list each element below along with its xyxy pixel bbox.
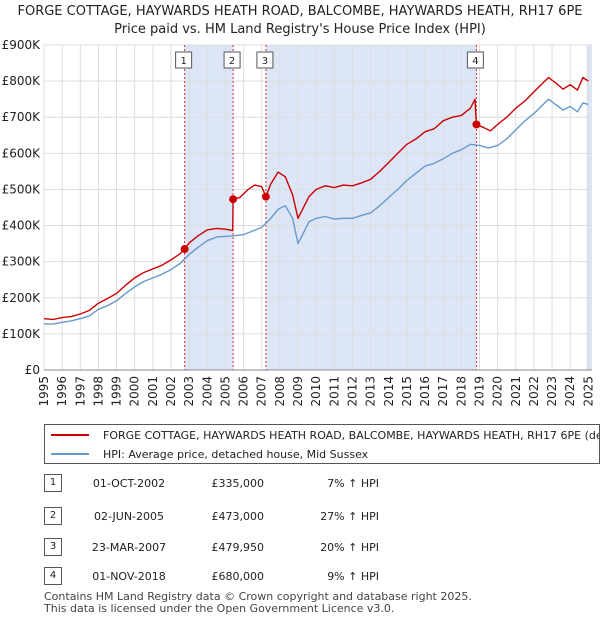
x-tick-label: 2023 [545, 376, 559, 407]
x-tick-label: 2015 [400, 376, 414, 407]
x-tick-label: 2016 [418, 376, 432, 407]
legend-label-hpi: HPI: Average price, detached house, Mid … [103, 447, 369, 461]
x-tick-label: 2025 [581, 376, 595, 407]
transaction-price: £479,950 [211, 541, 265, 554]
x-tick-label: 2010 [309, 376, 323, 407]
x-tick-label: 1997 [73, 376, 87, 407]
transaction-number: 4 [44, 567, 62, 585]
y-tick-label: £500K [2, 182, 42, 196]
legend-swatch-hpi [51, 453, 89, 455]
transaction-date: 01-NOV-2018 [92, 570, 166, 583]
chart-title: FORGE COTTAGE, HAYWARDS HEATH ROAD, BALC… [17, 4, 583, 19]
footer-licence: This data is licensed under the Open Gov… [44, 602, 395, 615]
transaction-point [180, 245, 189, 254]
y-tick-label: £100K [2, 327, 42, 341]
transaction-number: 1 [44, 474, 62, 492]
x-tick-label: 2017 [436, 376, 450, 407]
y-tick-label: £200K [2, 291, 42, 305]
transaction-price: £473,000 [211, 510, 265, 523]
y-tick-label: £800K [2, 74, 42, 88]
x-tick-label: 2005 [218, 376, 232, 407]
shaded-period [265, 45, 477, 370]
x-tick-label: 1996 [55, 376, 69, 407]
shaded-period [586, 45, 592, 370]
legend-item-property: FORGE COTTAGE, HAYWARDS HEATH ROAD, BALC… [51, 426, 599, 444]
legend-swatch-property [51, 434, 89, 436]
transaction-label-box [223, 51, 241, 69]
transaction-point [261, 192, 270, 201]
y-tick-label: £600K [2, 146, 42, 160]
transaction-number: 2 [44, 507, 62, 525]
x-tick-label: 2011 [327, 376, 341, 407]
y-tick-label: £300K [2, 255, 42, 269]
x-tick-label: 2019 [472, 376, 486, 407]
y-tick-label: £0 [25, 363, 40, 377]
x-tick-label: 2014 [382, 376, 396, 407]
transaction-number: 3 [44, 538, 62, 556]
x-tick-label: 2018 [454, 376, 468, 407]
transaction-label: 3 [262, 56, 268, 67]
transaction-label: 1 [180, 56, 186, 67]
legend-item-hpi: HPI: Average price, detached house, Mid … [51, 445, 368, 463]
transaction-point [472, 120, 481, 129]
series-line-property [43, 76, 589, 321]
transaction-hpi: 9% ↑ HPI [327, 570, 379, 583]
x-tick-label: 2007 [255, 376, 269, 407]
y-tick-label: £700K [2, 110, 42, 124]
x-tick-label: 1999 [110, 376, 124, 407]
transaction-label-box [175, 51, 193, 69]
transaction-price: £680,000 [211, 570, 265, 583]
transaction-label: 4 [472, 56, 478, 67]
x-tick-label: 2024 [563, 376, 577, 407]
footer-copyright: Contains HM Land Registry data © Crown c… [44, 590, 472, 603]
x-tick-label: 2020 [491, 376, 505, 407]
x-tick-label: 2002 [164, 376, 178, 407]
x-tick-label: 2008 [273, 376, 287, 407]
transaction-hpi: 7% ↑ HPI [327, 477, 379, 490]
x-tick-label: 1995 [37, 376, 51, 407]
transaction-label-box [466, 51, 484, 69]
series-line-hpi [43, 98, 589, 325]
x-tick-label: 1998 [91, 376, 105, 407]
x-tick-label: 2006 [237, 376, 251, 407]
transaction-hpi: 20% ↑ HPI [320, 541, 379, 554]
x-tick-label: 2003 [182, 376, 196, 407]
transaction-label: 2 [229, 56, 235, 67]
chart-subtitle: Price paid vs. HM Land Registry's House … [114, 22, 486, 37]
x-tick-label: 2009 [291, 376, 305, 407]
price-chart: £0 £100K £200K £300K £400K £500K £600K £700K £80… [2, 38, 596, 407]
x-tick-label: 2012 [345, 376, 359, 407]
transaction-date: 23-MAR-2007 [91, 541, 167, 554]
transaction-price: £335,000 [211, 477, 265, 490]
x-tick-label: 2000 [128, 376, 142, 407]
x-tick-label: 2004 [200, 376, 214, 407]
x-tick-label: 2013 [364, 376, 378, 407]
x-tick-label: 2022 [527, 376, 541, 407]
transaction-label-box [256, 51, 274, 69]
y-tick-label: £900K [2, 38, 42, 52]
transaction-date: 01-OCT-2002 [92, 477, 166, 490]
legend-label-property: FORGE COTTAGE, HAYWARDS HEATH ROAD, BALC… [103, 428, 599, 442]
transaction-date: 02-JUN-2005 [93, 510, 165, 523]
legend: FORGE COTTAGE, HAYWARDS HEATH ROAD, BALC… [44, 424, 600, 464]
x-tick-label: 2021 [509, 376, 523, 407]
x-tick-label: 2001 [146, 376, 160, 407]
transaction-point [229, 195, 238, 204]
transaction-hpi: 27% ↑ HPI [320, 510, 379, 523]
y-tick-label: £400K [2, 219, 42, 233]
